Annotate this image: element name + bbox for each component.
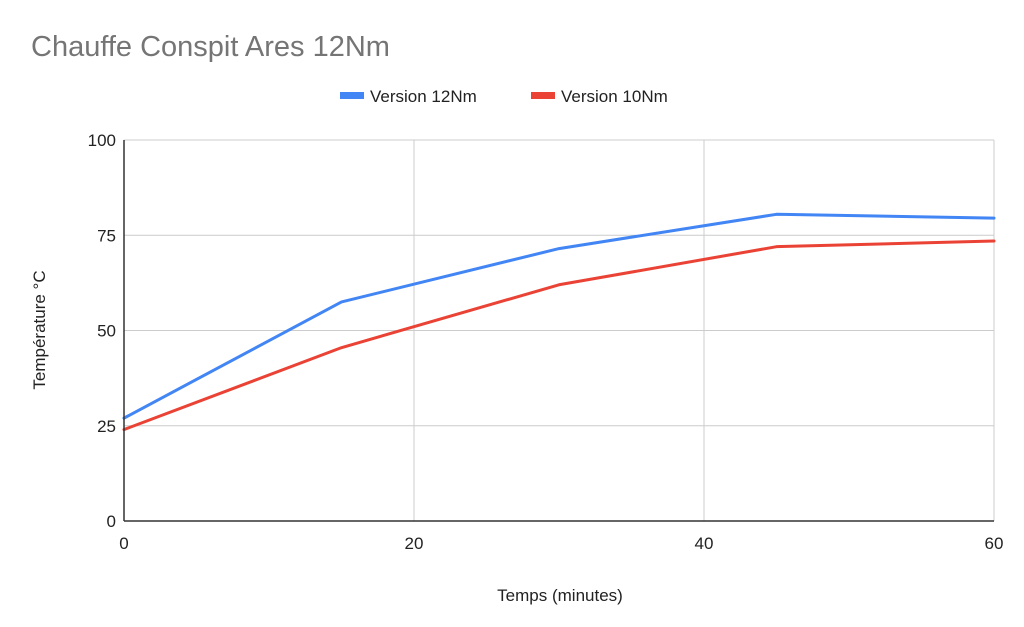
legend-label-2: Version 10Nm: [561, 87, 668, 106]
y-tick-label: 0: [107, 512, 116, 531]
legend-swatch-1: [340, 92, 364, 99]
y-tick-label: 25: [97, 417, 116, 436]
y-tick-label: 50: [97, 322, 116, 341]
chart-title: Chauffe Conspit Ares 12Nm: [31, 31, 390, 63]
legend-label-1: Version 12Nm: [370, 87, 477, 106]
series-line-1: [122, 212, 996, 420]
series-group: [122, 212, 996, 432]
x-tick-label: 60: [985, 534, 1004, 553]
x-tick-label: 0: [119, 534, 128, 553]
y-axis-label: Température °C: [30, 270, 49, 389]
tick-labels: 0 25 50 75 100 0 20 40 60: [88, 131, 1004, 553]
y-tick-label: 75: [97, 226, 116, 245]
axes: [123, 140, 994, 522]
x-tick-label: 40: [695, 534, 714, 553]
legend: Version 12Nm Version 10Nm: [340, 87, 668, 106]
legend-swatch-2: [531, 92, 555, 99]
x-tick-label: 20: [405, 534, 424, 553]
grid: [124, 139, 995, 521]
series-line-2: [122, 239, 996, 432]
x-axis-label: Temps (minutes): [497, 586, 623, 605]
y-tick-label: 100: [88, 131, 116, 150]
